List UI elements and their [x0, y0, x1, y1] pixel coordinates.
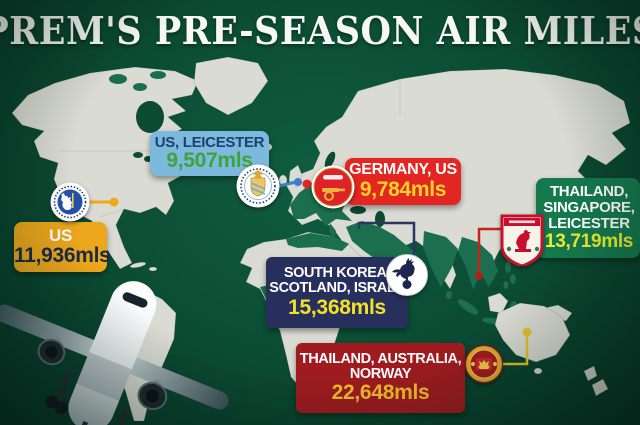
- arsenal-destinations: GERMANY, US: [349, 161, 457, 179]
- chelsea-badge-icon: [50, 182, 90, 222]
- liverpool-badge-icon: [500, 214, 544, 266]
- man-city-destinations: US, LEICESTER: [154, 133, 265, 151]
- island-new-zealand-south: [591, 378, 609, 397]
- island-philippines-2: [510, 274, 516, 284]
- island-new-zealand-north: [583, 365, 598, 382]
- tottenham-miles: 15,368mls: [288, 295, 386, 319]
- chelsea-destinations: US: [48, 226, 73, 246]
- island-hispaniola: [148, 266, 158, 272]
- island-srilanka: [446, 291, 452, 299]
- man-united-badge-icon: [465, 345, 503, 383]
- island-tasmania: [533, 367, 543, 375]
- man-united-label-box: THAILAND, AUSTRALIA, NORWAY 22,648mls: [296, 343, 465, 413]
- man-united-miles: 22,648mls: [331, 381, 430, 405]
- island-philippines-3: [503, 281, 509, 289]
- great-lakes: [133, 152, 143, 158]
- liverpool-miles: 13,719mls: [544, 230, 634, 252]
- island-sumatra: [457, 299, 479, 315]
- continent-greenland: [193, 56, 269, 116]
- arsenal-badge-icon: [311, 165, 355, 209]
- caspian-sea: [375, 211, 385, 227]
- arsenal-miles: 9,784mls: [359, 177, 447, 201]
- liverpool-label-box: THAILAND, SINGAPORE, LEICESTER 13,719mls: [536, 178, 640, 258]
- chelsea-label-box: US 11,936mls: [14, 222, 111, 272]
- man-city-badge-icon: [236, 164, 280, 208]
- man-united-destinations: THAILAND, AUSTRALIA, NORWAY: [299, 350, 462, 382]
- hudson-bay: [136, 101, 164, 133]
- page-title: PREM'S PRE-SEASON AIR MILES: [0, 8, 640, 54]
- liverpool-destinations: THAILAND, SINGAPORE, LEICESTER: [543, 183, 635, 232]
- chelsea-miles: 11,936mls: [14, 243, 111, 267]
- arsenal-label-box: GERMANY, US 9,784mls: [345, 158, 461, 205]
- tottenham-badge-icon: [386, 254, 428, 296]
